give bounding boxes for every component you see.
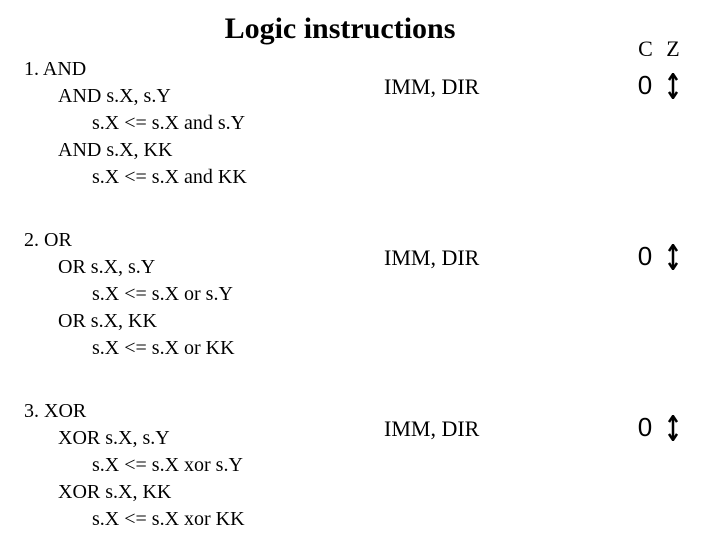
instruction-header: 3. XOR: [24, 398, 696, 425]
c-flag-value: 0: [634, 241, 656, 272]
c-flag-value: 0: [634, 412, 656, 443]
instruction-line: XOR s.X, KK: [24, 479, 696, 506]
flag-values: 0: [634, 412, 684, 443]
instruction-line: OR s.X, s.Y: [24, 254, 696, 281]
flag-values: 0: [634, 70, 684, 101]
instruction-line: s.X <= s.X or s.Y: [24, 281, 696, 308]
updown-arrow-icon: [662, 415, 684, 441]
instruction-line: s.X <= s.X xor s.Y: [24, 452, 696, 479]
instruction-line: s.X <= s.X and s.Y: [24, 110, 696, 137]
instruction-block: 3. XORXOR s.X, s.Ys.X <= s.X xor s.YXOR …: [24, 398, 696, 533]
instruction-line: s.X <= s.X xor KK: [24, 506, 696, 533]
instruction-line: AND s.X, KK: [24, 137, 696, 164]
instruction-line: XOR s.X, s.Y: [24, 425, 696, 452]
instruction-line: s.X <= s.X or KK: [24, 335, 696, 362]
addressing-mode: IMM, DIR: [384, 416, 479, 442]
instruction-line: s.X <= s.X and KK: [24, 164, 696, 191]
instruction-line: AND s.X, s.Y: [24, 83, 696, 110]
instruction-list: 1. ANDAND s.X, s.Ys.X <= s.X and s.YAND …: [24, 56, 696, 533]
instruction-block: 1. ANDAND s.X, s.Ys.X <= s.X and s.YAND …: [24, 56, 696, 191]
updown-arrow-icon: [662, 244, 684, 270]
instruction-header: 2. OR: [24, 227, 696, 254]
addressing-mode: IMM, DIR: [384, 74, 479, 100]
instruction-line: OR s.X, KK: [24, 308, 696, 335]
addressing-mode: IMM, DIR: [384, 245, 479, 271]
updown-arrow-icon: [662, 73, 684, 99]
flag-values: 0: [634, 241, 684, 272]
c-flag-value: 0: [634, 70, 656, 101]
instruction-block: 2. OROR s.X, s.Ys.X <= s.X or s.YOR s.X,…: [24, 227, 696, 362]
instruction-header: 1. AND: [24, 56, 696, 83]
page-title: Logic instructions: [0, 12, 696, 46]
